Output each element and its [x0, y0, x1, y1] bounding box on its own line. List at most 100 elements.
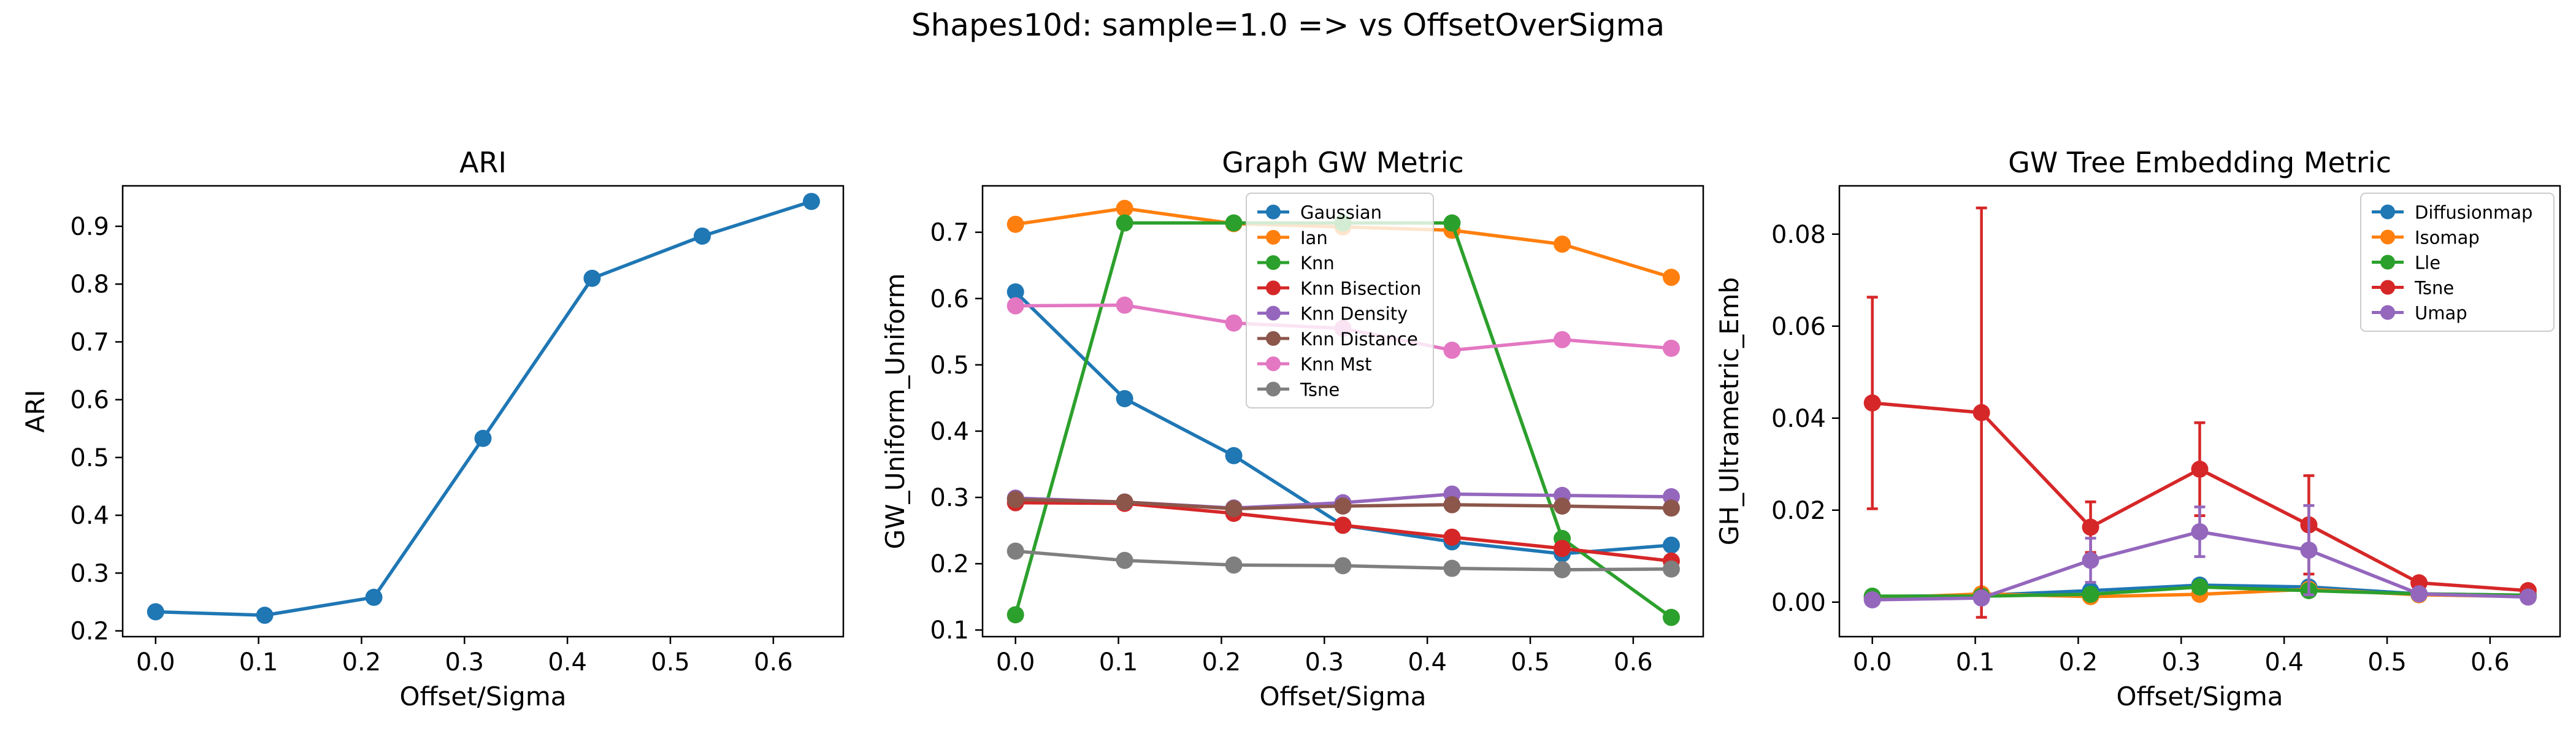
y-tick-label: 0.2 [930, 550, 969, 578]
data-point [1334, 497, 1352, 515]
legend-label: Ian [1300, 228, 1328, 248]
data-point [1225, 556, 1243, 574]
data-point [2082, 586, 2099, 603]
legend-entry: Knn [1257, 253, 1335, 274]
legend-marker [2380, 229, 2395, 245]
y-tick-label: 0.3 [930, 484, 969, 512]
data-point [147, 603, 164, 621]
y-tick-label: 0.6 [70, 386, 109, 415]
chart-title: ARI [459, 146, 507, 179]
x-tick-label: 0.5 [1511, 648, 1550, 677]
legend-label: Isomap [2415, 228, 2480, 248]
series-umap [1863, 504, 2537, 608]
y-tick-label: 0.7 [70, 328, 109, 356]
x-axis-label: Offset/Sigma [1260, 681, 1427, 711]
data-point [1662, 339, 1680, 357]
legend-label: Tsne [1300, 379, 1340, 400]
data-point [1116, 296, 1133, 314]
legend-entry: Tsne [1257, 379, 1340, 400]
x-tick-label: 0.6 [754, 648, 793, 677]
legend-marker [1266, 204, 1281, 220]
data-point [2082, 551, 2099, 569]
x-tick-label: 0.4 [1408, 648, 1447, 677]
data-point [1006, 283, 1024, 301]
x-tick-label: 0.0 [996, 648, 1035, 677]
series-1 [147, 193, 820, 624]
legend-marker [1266, 280, 1281, 296]
data-point [583, 269, 601, 287]
legend-box [1246, 193, 1434, 408]
data-point [2410, 585, 2428, 603]
y-tick-label: 0.8 [70, 270, 109, 299]
data-point [1225, 447, 1243, 464]
legend-entry: Knn Bisection [1257, 278, 1421, 299]
x-tick-label: 0.1 [1956, 648, 1995, 677]
y-tick-label: 0.1 [930, 616, 969, 645]
legend-marker [2380, 305, 2395, 320]
x-tick-label: 0.3 [1305, 648, 1344, 677]
y-tick-label: 0.02 [1771, 497, 1826, 525]
legend-label: Knn Mst [1300, 354, 1372, 375]
legend-marker [2380, 255, 2395, 270]
chart-panel-2: Graph GW Metric 0.0 0.1 0.2 0.3 0.4 0.5 0.6 0.1 0… [880, 146, 1704, 711]
legend-marker [2380, 280, 2395, 295]
data-point [802, 193, 820, 210]
axes-frame [1838, 185, 2561, 638]
data-point [365, 588, 383, 606]
data-point [1554, 561, 1571, 578]
y-tick-label: 0.4 [70, 502, 109, 530]
data-point [1554, 497, 1571, 515]
y-tick-label: 0.3 [70, 559, 109, 588]
x-tick-label: 0.2 [1202, 648, 1241, 677]
figure-suptitle: Shapes10d: sample=1.0 => vs OffsetOverSi… [911, 7, 1665, 43]
x-tick-label: 0.0 [136, 648, 175, 677]
data-point [1443, 342, 1461, 359]
data-point [1116, 214, 1133, 232]
x-tick-label: 0.6 [1614, 648, 1653, 677]
y-tick-label: 0.9 [70, 213, 109, 241]
data-point [2191, 523, 2209, 540]
data-point [1443, 559, 1461, 577]
data-point [1863, 394, 1881, 412]
series-knn-distance [1006, 491, 1680, 518]
y-tick-label: 0.4 [930, 418, 969, 446]
legend-label: Lle [2415, 253, 2440, 274]
data-point [1225, 500, 1243, 518]
data-point [1554, 540, 1571, 558]
y-tick-label: 0.06 [1771, 313, 1826, 341]
data-point [1443, 214, 1461, 232]
data-point [1225, 214, 1243, 232]
x-tick-label: 0.1 [239, 648, 278, 677]
legend-label: Knn [1300, 253, 1335, 274]
legend-marker [1266, 381, 1281, 397]
data-point [1443, 528, 1461, 546]
data-point [1225, 314, 1243, 332]
legend: Diffusionmap Isomap Lle Tsne Umap [2360, 193, 2555, 332]
legend-entry: Ian [1257, 228, 1328, 248]
data-point [1116, 389, 1133, 407]
chart-panel-1: ARI 0.0 0.1 0.2 0.3 0.4 0.5 0.6 0.2 0.3 0.4 0.5 0.6 0… [20, 146, 845, 711]
y-tick-label: 0.5 [70, 444, 109, 472]
x-tick-label: 0.3 [2161, 648, 2201, 677]
data-point [1863, 591, 1881, 608]
x-tick-label: 0.5 [2367, 648, 2407, 677]
legend-entry: Knn Density [1257, 304, 1408, 324]
data-point [1554, 331, 1571, 348]
chart-title: Graph GW Metric [1222, 146, 1463, 179]
legend-entry: Tsne [2372, 278, 2454, 299]
legend-label: Tsne [2414, 278, 2454, 299]
legend-marker [1266, 356, 1281, 372]
data-point [1662, 560, 1680, 578]
data-point [2191, 578, 2209, 596]
y-tick-label: 0.04 [1771, 405, 1826, 433]
x-tick-label: 0.2 [342, 648, 381, 677]
legend-label: Knn Bisection [1300, 278, 1421, 299]
y-tick-label: 0.5 [930, 351, 969, 380]
legend-label: Diffusionmap [2415, 202, 2532, 223]
legend-entry: Knn Distance [1257, 329, 1418, 350]
legend-marker [1266, 255, 1281, 270]
legend-entry: Diffusionmap [2372, 202, 2532, 223]
x-tick-label: 0.4 [2264, 648, 2304, 677]
legend-marker [1266, 331, 1281, 346]
